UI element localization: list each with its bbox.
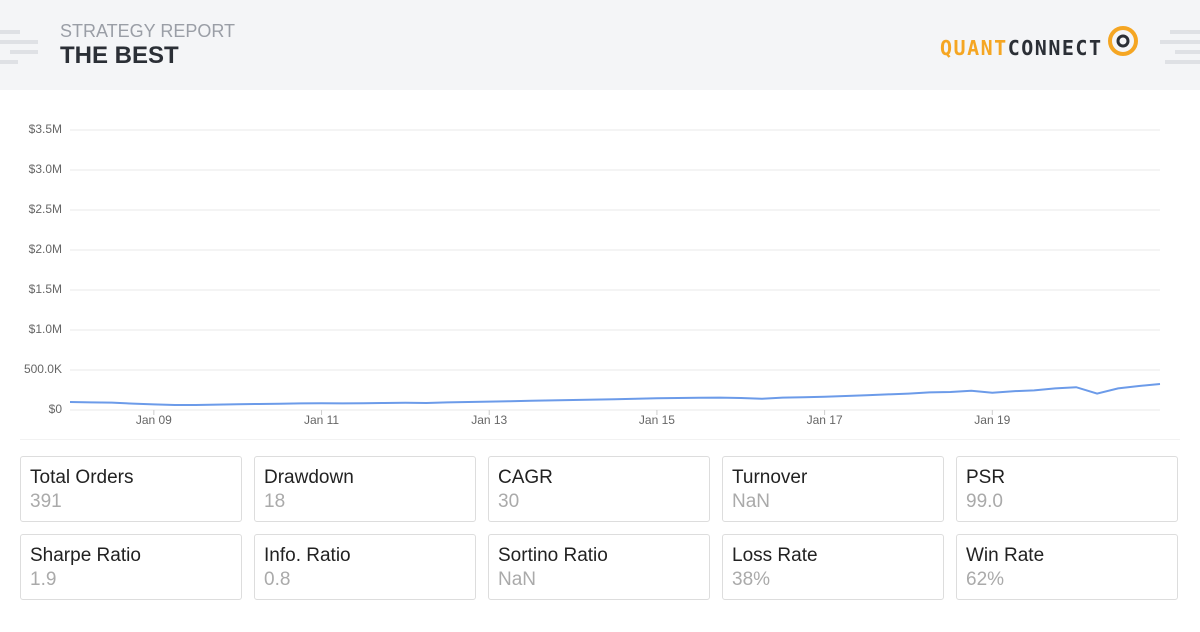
stat-value: 18 xyxy=(264,491,286,512)
stat-label: Sortino Ratio xyxy=(498,545,608,566)
stat-label: Total Orders xyxy=(30,467,134,488)
report-subtitle: STRATEGY REPORT xyxy=(60,21,236,41)
y-tick-label: $2.0M xyxy=(29,242,62,256)
x-tick-label: Jan 15 xyxy=(639,413,675,427)
stat-label: CAGR xyxy=(498,467,553,488)
stat-value: NaN xyxy=(498,569,537,590)
stat-card: Sharpe Ratio 1.9 xyxy=(20,534,242,600)
logo-left: QUANT xyxy=(940,36,1008,60)
x-tick-label: Jan 13 xyxy=(471,413,507,427)
stat-value: NaN xyxy=(732,491,771,512)
stat-card: PSR 99.0 xyxy=(956,456,1178,522)
stat-value: 38% xyxy=(732,569,771,590)
stat-value: 30 xyxy=(498,491,520,512)
stat-label: PSR xyxy=(966,467,1006,488)
stat-label: Drawdown xyxy=(264,467,354,488)
y-tick-label: $0 xyxy=(49,402,63,416)
stat-card: Sortino Ratio NaN xyxy=(488,534,710,600)
stat-card: Drawdown 18 xyxy=(254,456,476,522)
y-tick-label: $3.5M xyxy=(29,122,62,136)
x-tick-label: Jan 11 xyxy=(304,413,339,427)
stat-label: Turnover xyxy=(732,467,808,488)
y-tick-label: $3.0M xyxy=(29,162,62,176)
header: STRATEGY REPORT THE BEST QUANTCONNECT xyxy=(0,0,1200,90)
stat-value: 1.9 xyxy=(30,569,57,590)
y-tick-label: $1.5M xyxy=(29,282,62,296)
stat-value: 391 xyxy=(30,491,62,512)
logo: QUANTCONNECT xyxy=(940,36,1103,60)
stat-card: CAGR 30 xyxy=(488,456,710,522)
x-tick-label: Jan 17 xyxy=(807,413,843,427)
logo-right: CONNECT xyxy=(1007,36,1103,60)
y-tick-label: $2.5M xyxy=(29,202,62,216)
stat-value: 99.0 xyxy=(966,491,1003,512)
stat-value: 0.8 xyxy=(264,569,291,590)
stat-card: Turnover NaN xyxy=(722,456,944,522)
stat-label: Sharpe Ratio xyxy=(30,545,141,566)
report-title: THE BEST xyxy=(60,42,179,69)
stat-value: 62% xyxy=(966,569,1005,590)
header-decor xyxy=(0,26,1200,64)
x-tick-label: Jan 19 xyxy=(974,413,1010,427)
stat-card: Win Rate 62% xyxy=(956,534,1178,600)
stat-label: Info. Ratio xyxy=(264,545,351,566)
y-tick-label: $1.0M xyxy=(29,322,62,336)
y-tick-label: 500.0K xyxy=(24,362,62,376)
stat-card: Total Orders 391 xyxy=(20,456,242,522)
stat-card: Loss Rate 38% xyxy=(722,534,944,600)
stat-card: Info. Ratio 0.8 xyxy=(254,534,476,600)
stat-label: Loss Rate xyxy=(732,545,818,566)
line xyxy=(69,383,1161,406)
x-tick-label: Jan 09 xyxy=(136,413,172,427)
stat-label: Win Rate xyxy=(966,545,1045,566)
